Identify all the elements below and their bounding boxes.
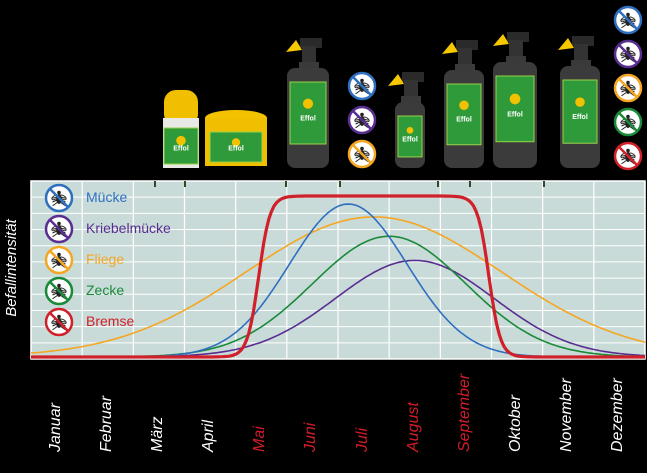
product-brand: Effol [456, 117, 472, 124]
month-label: August [404, 402, 422, 452]
product-brand: Effol [173, 145, 189, 152]
product-spray-tall: Effol [493, 32, 537, 168]
stack-right-mosquito-icon [613, 5, 643, 35]
product-gel-tub: Effol [205, 110, 267, 166]
legend-label-bremse: Bremse [86, 313, 135, 329]
month-label: Oktober [507, 395, 525, 452]
legend-label-kriebelmücke: Kriebelmücke [86, 220, 171, 236]
legend-tick-icon [44, 276, 74, 306]
legend-label-fliege: Fliege [86, 251, 125, 267]
legend-horsefly-icon [44, 307, 74, 337]
product-spray-medium: Effol [442, 40, 484, 168]
stack-mid-mosquito-icon [347, 71, 377, 101]
month-label: Juni [302, 422, 320, 452]
stack-mid-blackfly-icon [347, 105, 377, 135]
month-label: September [455, 373, 473, 452]
plot-border [30, 180, 646, 360]
legend-blackfly-icon [44, 214, 74, 244]
legend [44, 183, 74, 337]
stack-right-tick-icon [613, 107, 643, 137]
product-spray-small: Effol [388, 72, 425, 168]
grid [30, 180, 646, 360]
series-line-fliege [30, 216, 646, 354]
stack-right-blackfly-icon [613, 39, 643, 69]
product-brand: Effol [507, 112, 523, 119]
stack-right-horsefly-icon [613, 141, 643, 171]
month-label: November [558, 378, 576, 452]
series-line-bremse [31, 194, 645, 359]
stack-mid-fly-icon [347, 139, 377, 169]
month-label: April [200, 419, 218, 452]
curves [30, 194, 646, 359]
month-label: Januar [46, 403, 64, 452]
plot-area [30, 180, 646, 360]
month-label: Juli [353, 427, 371, 452]
legend-mosquito-icon [44, 183, 74, 213]
month-label: Mai [251, 426, 269, 452]
product-brand: Effol [228, 146, 244, 153]
product-brand: Effol [402, 136, 418, 143]
legend-fly-icon [44, 245, 74, 275]
product-row: Effol Effol Effol Effol Effol Effol Effol [163, 32, 600, 168]
legend-label-zecke: Zecke [86, 282, 125, 298]
month-label: Dezember [609, 378, 627, 452]
product-spray-large: Effol [286, 38, 329, 168]
insect-icon-stacks [347, 5, 643, 171]
y-axis-label: Befallintensität [3, 219, 20, 317]
month-label: März [148, 416, 166, 452]
stack-right-fly-icon [613, 73, 643, 103]
month-label: Februar [97, 395, 115, 452]
product-brand: Effol [300, 115, 316, 122]
product-brand: Effol [572, 114, 588, 121]
legend-label-mücke: Mücke [86, 189, 128, 205]
product-spray-right: Effol [558, 36, 600, 168]
product-roll-on: Effol [163, 90, 199, 168]
